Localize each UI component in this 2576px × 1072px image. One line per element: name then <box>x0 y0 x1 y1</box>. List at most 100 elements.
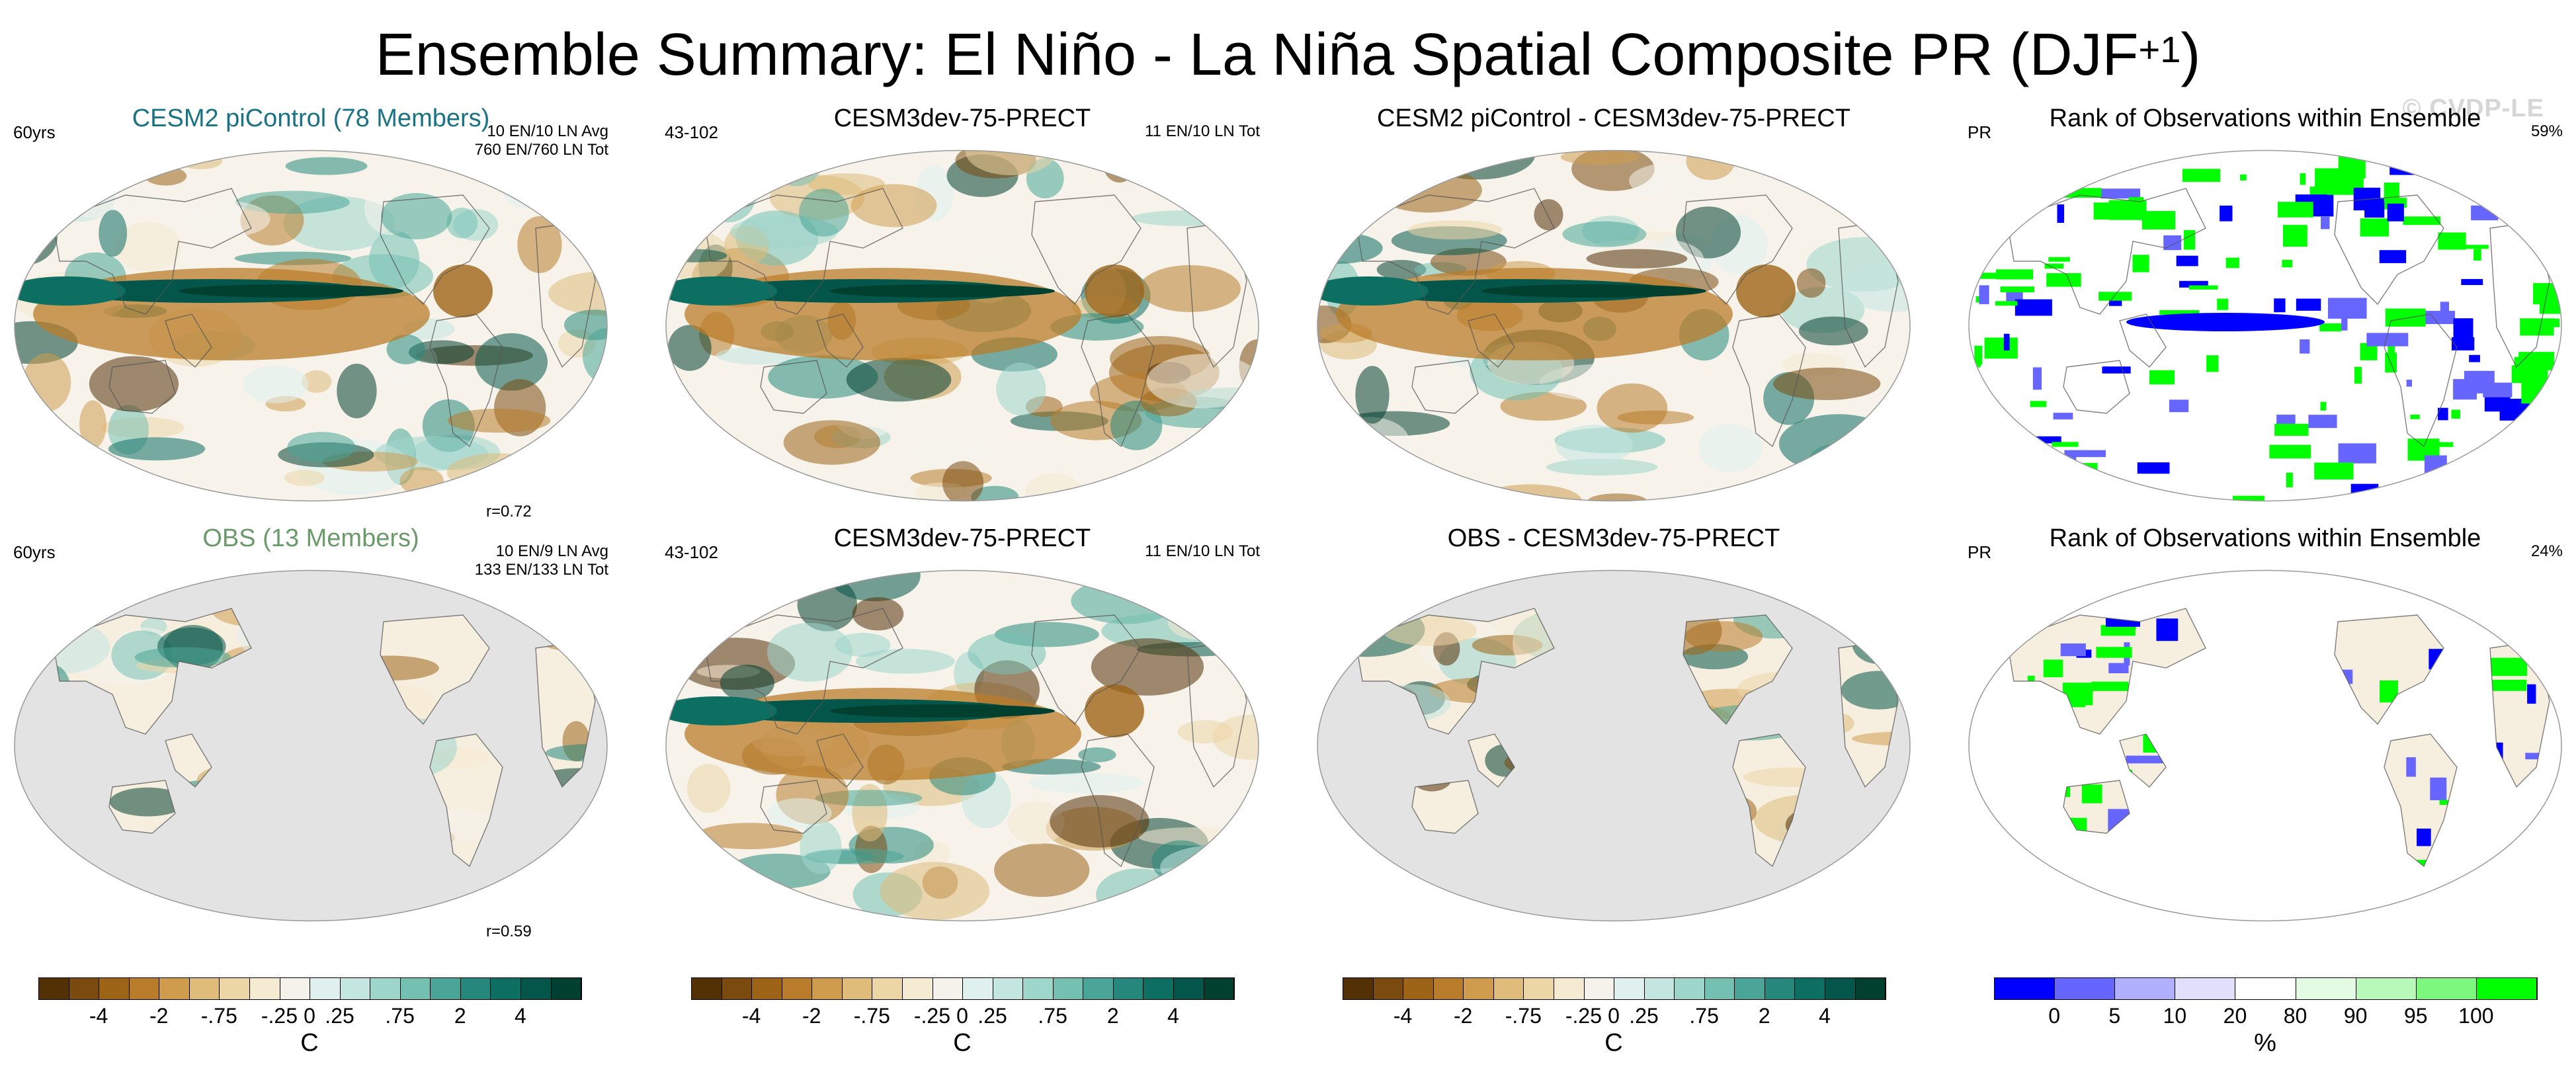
panel-title: CESM2 piControl - CESM3dev-75-PRECT <box>1377 104 1850 132</box>
colorbar-unit: % <box>2254 1029 2276 1057</box>
colorbar-unit: C <box>953 1029 972 1057</box>
panel-title: Rank of Observations within Ensemble <box>2049 104 2481 132</box>
colorbar-tick-label: 5 <box>2108 1004 2121 1028</box>
colorbar-swatch <box>551 978 582 999</box>
colorbar-swatch <box>2296 978 2356 999</box>
colorbar-tick-label: 0 <box>956 1004 968 1028</box>
colorbar-tick-label: .75 <box>1689 1004 1719 1028</box>
panel-map <box>1968 149 2563 503</box>
panel-map <box>1316 149 1911 503</box>
colorbar-swatch <box>280 978 311 999</box>
colorbar-swatch <box>1083 978 1114 999</box>
colorbar-swatch <box>752 978 782 999</box>
panel-map <box>1968 569 2563 923</box>
colorbar-tick-label: -.25 <box>261 1004 298 1028</box>
colorbar-tick-label: -2 <box>802 1004 821 1028</box>
colorbar-swatch <box>1554 978 1585 999</box>
panel-title: OBS (13 Members) <box>202 524 419 552</box>
colorbar-tick-label: -4 <box>741 1004 761 1028</box>
colorbar-tick-label: .25 <box>1629 1004 1659 1028</box>
colorbar-swatch <box>1433 978 1464 999</box>
colorbar-swatch <box>310 978 341 999</box>
panel-corner-left: PR <box>1968 542 1992 562</box>
colorbar-swatch <box>1023 978 1054 999</box>
colorbar-swatch <box>220 978 250 999</box>
colorbar-swatch <box>1735 978 1765 999</box>
colorbar-tick-label: -.75 <box>200 1004 237 1028</box>
panel-map <box>1316 569 1911 923</box>
colorbar <box>1994 977 2538 1000</box>
colorbar-swatch <box>1584 978 1615 999</box>
panel-corner-left: 43-102 <box>665 542 718 562</box>
colorbar-tick-label: 4 <box>1818 1004 1831 1028</box>
colorbar-swatch <box>782 978 813 999</box>
colorbar-tick-label: -.25 <box>1565 1004 1602 1028</box>
panel-title: Rank of Observations within Ensemble <box>2049 524 2481 552</box>
colorbar-swatch <box>1704 978 1735 999</box>
colorbar-swatch <box>1765 978 1796 999</box>
panel-corner-right: 24% <box>2530 542 2563 560</box>
colorbar-tick-label: .75 <box>385 1004 415 1028</box>
colorbar-swatch <box>39 978 69 999</box>
colorbar-swatch <box>1053 978 1084 999</box>
map-svg <box>1968 149 2562 502</box>
panel-map <box>665 149 1260 503</box>
correlation-value: r=0.59 <box>486 923 532 940</box>
panel-map <box>13 149 608 503</box>
colorbar-swatch <box>69 978 100 999</box>
colorbar-swatch <box>159 978 190 999</box>
colorbar-swatch <box>1343 978 1374 999</box>
colorbar-swatch <box>1143 978 1174 999</box>
colorbar-tick-label: 4 <box>1167 1004 1179 1028</box>
colorbar-tick-label: -4 <box>1393 1004 1413 1028</box>
colorbar-swatch <box>2115 978 2176 999</box>
colorbar-swatch <box>1825 978 1856 999</box>
panel-corner-right: 10 EN/9 LN Avg 133 EN/133 LN Tot <box>474 542 608 579</box>
colorbar <box>691 977 1235 1000</box>
colorbar-tick-label: 80 <box>2283 1004 2307 1028</box>
colorbar-swatch <box>1204 978 1235 999</box>
colorbar-tick-label: -4 <box>89 1004 108 1028</box>
colorbar-swatch <box>1995 978 2056 999</box>
colorbar-swatch <box>1524 978 1554 999</box>
map-svg <box>665 569 1259 922</box>
colorbar-tick-label: 0 <box>304 1004 315 1028</box>
colorbar-swatch <box>1174 978 1204 999</box>
colorbar-swatch <box>1644 978 1675 999</box>
colorbar-tick-label: -.75 <box>1505 1004 1542 1028</box>
colorbar-swatch <box>460 978 491 999</box>
panel-title: CESM2 piControl (78 Members) <box>132 104 490 132</box>
map-svg <box>1317 569 1911 922</box>
colorbar-tick-label: .25 <box>325 1004 354 1028</box>
colorbar-tick-label: 0 <box>2048 1004 2060 1028</box>
colorbar-swatch <box>1113 978 1144 999</box>
colorbar-swatch <box>1614 978 1645 999</box>
colorbar-tick-label: 4 <box>514 1004 526 1028</box>
colorbar-swatch <box>491 978 521 999</box>
correlation-value: r=0.72 <box>486 503 532 520</box>
colorbar-swatch <box>431 978 461 999</box>
colorbar-tick-label: -.75 <box>853 1004 890 1028</box>
panel-map <box>13 569 608 923</box>
colorbar-swatch <box>99 978 130 999</box>
colorbar-tick-label: 10 <box>2163 1004 2187 1028</box>
colorbar-swatch <box>1855 978 1886 999</box>
figure-title: Ensemble Summary: El Niño - La Niña Spat… <box>375 22 2201 88</box>
panel-corner-left: 60yrs <box>13 542 56 562</box>
panel-title: CESM3dev-75-PRECT <box>833 524 1091 552</box>
panel-title: OBS - CESM3dev-75-PRECT <box>1447 524 1780 552</box>
map-svg <box>665 149 1259 502</box>
colorbar-tick-label: 90 <box>2343 1004 2368 1028</box>
colorbar-swatch <box>1403 978 1434 999</box>
colorbar-swatch <box>692 978 722 999</box>
colorbar-swatch <box>129 978 160 999</box>
panel-title: CESM3dev-75-PRECT <box>833 104 1091 132</box>
colorbar-swatch <box>1493 978 1524 999</box>
colorbar-swatch <box>2476 978 2537 999</box>
colorbar-swatch <box>1795 978 1825 999</box>
colorbar-swatch <box>2055 978 2116 999</box>
panel-map <box>665 569 1260 923</box>
map-svg <box>14 569 608 922</box>
colorbar-swatch <box>521 978 552 999</box>
map-svg <box>1317 149 1911 502</box>
